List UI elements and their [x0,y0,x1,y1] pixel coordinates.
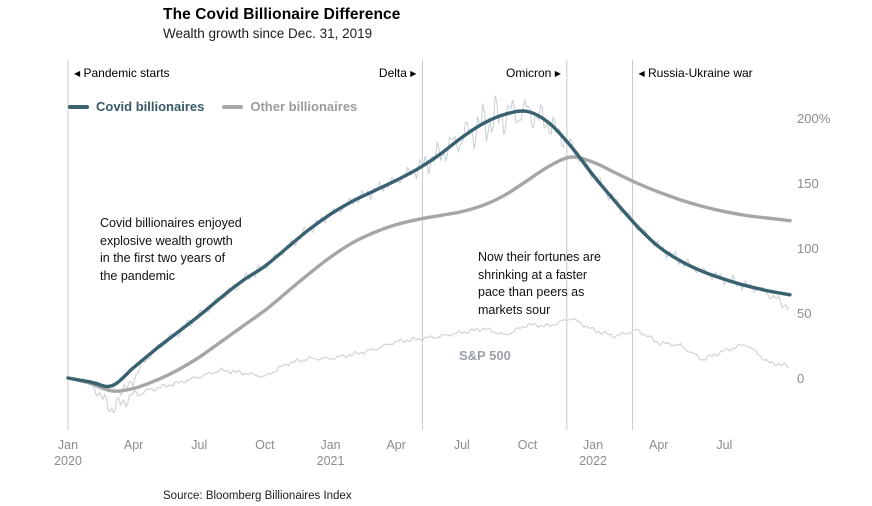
legend-label-covid-billionaires: Covid billionaires [96,99,205,114]
event-label-delta: Delta ▶ [379,66,417,80]
y-axis-label-0: 0 [797,371,805,386]
sp500-series-label: S&P 500 [459,348,511,363]
x-axis-label-apr-3: Apr [123,438,144,452]
page-title: The Covid Billionaire Difference [163,6,401,23]
legend: Covid billionaires Other billionaires [68,99,357,114]
y-axis-label-50: 50 [797,306,812,321]
y-axis-label-100: 100 [797,241,819,256]
event-label-text: Omicron [506,66,555,80]
arrow-left-icon: ◀ [638,69,645,78]
x-axis-label-jan-2020: Jan [57,438,79,452]
y-axis-label-150: 150 [797,176,819,191]
x-axis-label-jul-6: Jul [191,438,208,452]
event-label-text: Pandemic starts [80,66,170,80]
y-axis-label-200: 200% [797,111,831,126]
covid-billionaires-line [66,109,792,389]
x-axis-label-oct-9: Oct [255,438,275,452]
x-axis-label-apr-27: Apr [648,438,669,452]
x-axis-year-2022: 2022 [579,454,607,468]
x-axis-label-oct-21: Oct [517,438,538,452]
x-axis-year-2020: 2020 [54,454,82,468]
annotation-explosive-growth: Covid billionaires enjoyed explosive wea… [100,216,242,283]
event-label-russia-ukraine-war: ◀ Russia-Ukraine war [638,66,752,80]
source-note: Source: Bloomberg Billionaires Index [163,490,352,502]
legend-item-other-billionaires: Other billionaires [222,99,357,114]
event-label-omicron: Omicron ▶ [506,66,561,80]
page-subtitle: Wealth growth since Dec. 31, 2019 [163,26,373,41]
other-billionaires-line [66,155,792,393]
sp500-line [67,318,790,415]
arrow-right-icon: ▶ [554,69,561,78]
event-label-text: Delta [378,66,411,80]
legend-item-covid-billionaires: Covid billionaires [68,99,204,114]
x-axis-label-jul-18: Jul [453,438,470,452]
legend-swatch-other-billionaires [222,104,244,109]
legend-swatch-covid-billionaires [68,104,89,109]
event-label-text: Russia-Ukraine war [644,66,753,80]
legend-label-other-billionaires: Other billionaires [250,99,358,114]
x-axis-label-jan-2021: Jan [320,438,341,452]
x-axis-label-jan-2022: Jan [583,438,604,452]
x-axis-label-jul-30: Jul [716,438,733,452]
event-label-pandemic-starts: ◀ Pandemic starts [74,66,170,80]
x-axis-year-2021: 2021 [316,454,345,468]
arrow-left-icon: ◀ [74,69,81,78]
x-axis-label-apr-15: Apr [386,438,406,452]
annotation-fortunes-shrinking: Now their fortunes are shrinking at a fa… [478,250,601,317]
arrow-right-icon: ▶ [410,69,417,78]
